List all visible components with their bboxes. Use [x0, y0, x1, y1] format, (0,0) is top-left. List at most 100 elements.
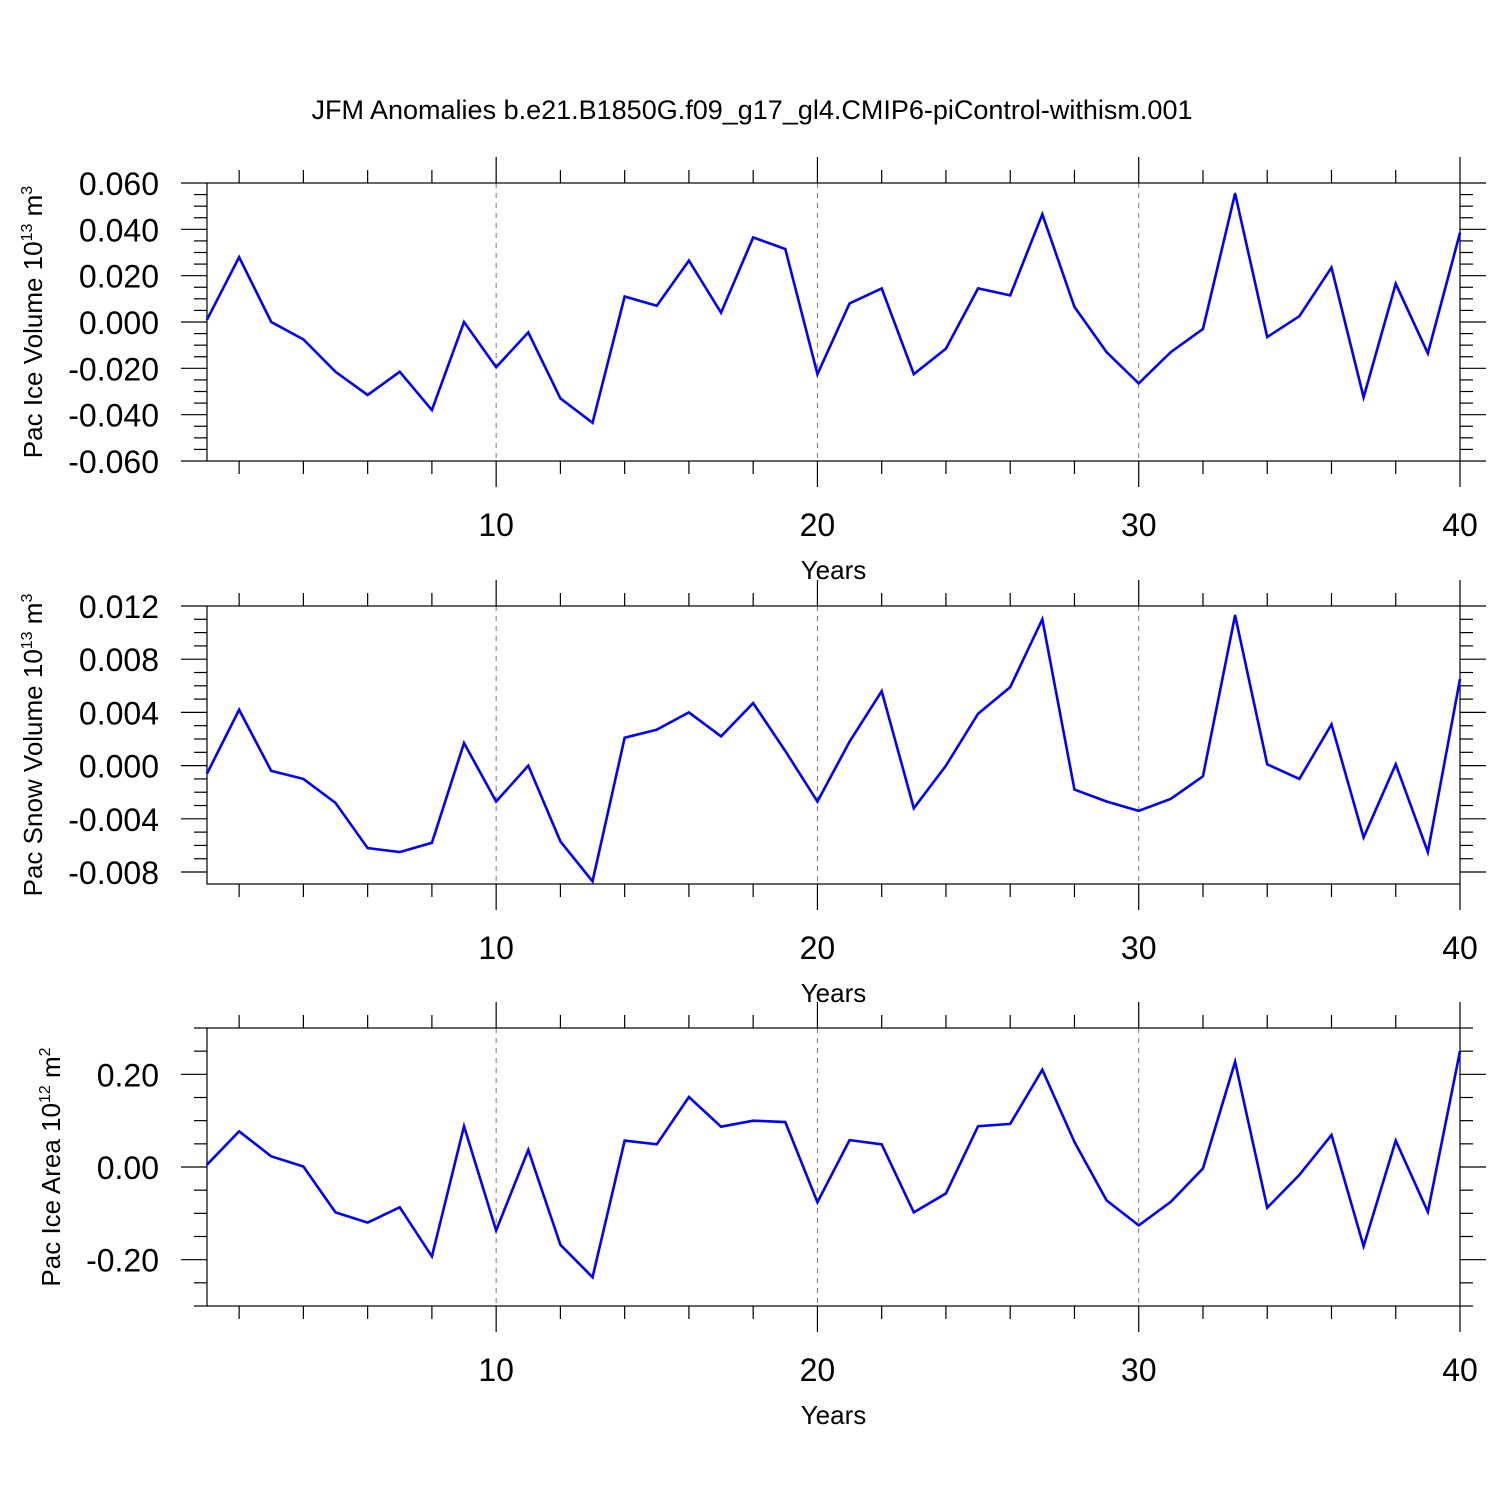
data-point — [430, 409, 433, 411]
data-point — [977, 287, 979, 290]
data-point — [270, 321, 273, 323]
y-tick-label: -0.008 — [68, 855, 159, 891]
x-axis-label: Years — [801, 978, 867, 1008]
y-axis-label: Pac Ice Area 1012 m2 — [36, 1047, 66, 1286]
plot-frame — [206, 182, 1461, 462]
data-point — [334, 801, 337, 804]
series-line-2 — [205, 615, 1462, 885]
y-tick-label: 0.012 — [79, 589, 159, 625]
data-point — [848, 302, 851, 305]
data-point — [1041, 618, 1044, 621]
data-point — [238, 256, 241, 259]
data-point — [1426, 851, 1429, 853]
data-point — [1394, 282, 1397, 285]
data-point — [880, 690, 883, 693]
data-point — [1073, 306, 1076, 308]
data-point — [720, 1125, 722, 1128]
data-point — [430, 841, 433, 844]
data-point — [720, 735, 722, 738]
data-point — [206, 318, 208, 321]
x-tick-label: 20 — [800, 1352, 836, 1388]
data-point — [1330, 1134, 1333, 1136]
data-point — [591, 421, 594, 424]
data-point — [688, 711, 690, 714]
x-axis-label: Years — [801, 555, 867, 585]
data-point — [559, 840, 562, 843]
data-point — [912, 373, 915, 376]
data-point — [912, 1211, 915, 1214]
data-point — [816, 373, 819, 376]
data-point — [366, 1221, 369, 1224]
data-point — [398, 851, 401, 853]
x-axis-label: Years — [801, 1400, 867, 1430]
y-tick-label: 0.004 — [79, 695, 159, 731]
data-point — [784, 248, 787, 250]
data-point — [1137, 1224, 1140, 1227]
data-point — [1459, 678, 1461, 681]
x-tick-label: 40 — [1442, 930, 1478, 966]
data-point — [1426, 352, 1429, 355]
y-tick-label: 0.000 — [79, 305, 159, 341]
data-point — [591, 1276, 594, 1279]
data-point — [880, 287, 883, 290]
data-point — [623, 736, 626, 739]
data-point — [302, 778, 305, 780]
data-point — [1073, 1141, 1076, 1143]
data-point — [1234, 1060, 1237, 1063]
data-point — [1266, 763, 1269, 766]
data-point — [1362, 396, 1365, 399]
data-point — [495, 800, 498, 803]
data-point — [1394, 763, 1397, 766]
data-point — [495, 366, 498, 369]
data-point — [334, 1211, 337, 1214]
x-tick-label: 10 — [478, 930, 514, 966]
data-point — [430, 1255, 433, 1258]
y-tick-label: -0.060 — [68, 444, 159, 480]
data-point — [1202, 775, 1204, 778]
data-point — [1105, 351, 1108, 354]
series-line-3 — [206, 1050, 1462, 1280]
data-point — [977, 1125, 979, 1128]
x-tick-label: 30 — [1121, 930, 1157, 966]
data-point — [334, 370, 337, 373]
data-point — [977, 712, 979, 715]
y-tick-label: -0.020 — [68, 351, 159, 387]
x-tick-label: 30 — [1121, 1352, 1157, 1388]
panel-3: 10 20 30 40 -0.20 0.00 0.20 Years Pac Ice Area 1… — [36, 1002, 1486, 1430]
data-point — [1105, 800, 1108, 803]
data-point — [1266, 336, 1269, 338]
data-point — [366, 394, 369, 396]
data-point — [752, 236, 755, 239]
data-point — [720, 311, 722, 314]
data-point — [1426, 1211, 1429, 1213]
y-tick-label: -0.004 — [68, 802, 159, 838]
data-point — [1202, 1167, 1204, 1170]
data-point — [1009, 1123, 1012, 1125]
data-point — [848, 1139, 851, 1142]
data-point — [1459, 231, 1461, 234]
data-point — [527, 764, 530, 767]
data-point — [366, 847, 369, 849]
data-point — [559, 1243, 562, 1246]
data-point — [945, 1192, 947, 1195]
data-point — [238, 1130, 241, 1133]
data-point — [1169, 797, 1172, 800]
data-point — [655, 728, 658, 731]
data-point — [1137, 382, 1140, 385]
data-point — [784, 750, 787, 752]
data-point — [1234, 192, 1237, 195]
y-tick-label: 0.20 — [97, 1057, 159, 1093]
data-point — [238, 708, 241, 711]
data-point — [912, 807, 915, 810]
data-point — [1298, 778, 1301, 780]
data-point — [1009, 686, 1012, 689]
y-tick-label: -0.040 — [68, 398, 159, 434]
data-point — [398, 370, 401, 373]
data-point — [1073, 788, 1076, 791]
data-point — [1105, 1199, 1108, 1202]
series-line-1 — [205, 193, 1462, 425]
data-point — [1234, 614, 1237, 617]
data-point — [463, 321, 465, 323]
y-tick-label: 0.00 — [97, 1150, 159, 1186]
